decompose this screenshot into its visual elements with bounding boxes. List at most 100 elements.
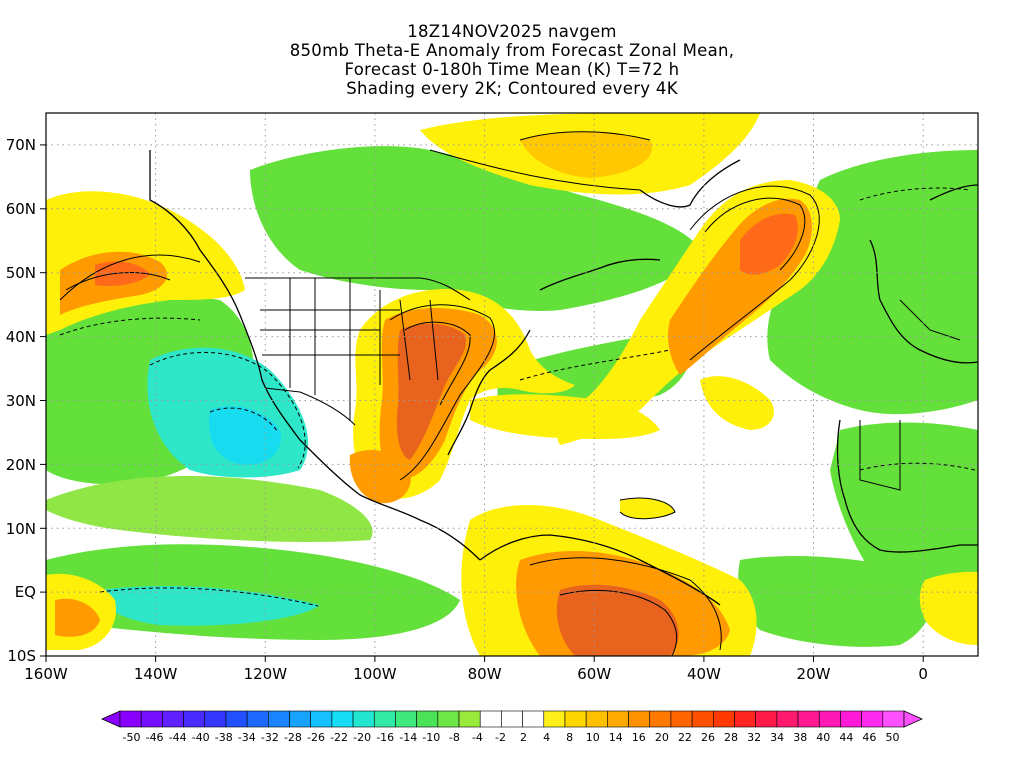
colorbar-swatch — [395, 710, 417, 728]
colorbar-swatch — [416, 710, 439, 728]
negative-contour-line — [859, 462, 976, 471]
coastline — [539, 258, 661, 291]
lon-tick-label: 100W — [353, 665, 397, 683]
arctic-canada-green-region — [250, 146, 700, 311]
lon-axis: 160W 140W 120W 100W 80W 60W 40W 20W 0 — [24, 656, 928, 683]
colorbar-tick-label: -4 — [472, 731, 483, 744]
lat-tick-label: 30N — [6, 392, 36, 410]
colorbar-swatch — [458, 710, 481, 728]
country-border — [899, 299, 961, 341]
colorbar-tick-label: -44 — [169, 731, 187, 744]
colorbar-tick-label: 22 — [678, 731, 692, 744]
lon-tick-label: 40W — [687, 665, 721, 683]
contour-line — [704, 197, 806, 271]
colorbar-swatch — [861, 710, 884, 728]
lat-tick-label: 10S — [7, 647, 36, 665]
state-border — [429, 299, 439, 381]
colorbar-tick-label: -10 — [422, 731, 440, 744]
colorbar-tick-label: -28 — [284, 731, 302, 744]
colorbar-tick-label: 16 — [632, 731, 646, 744]
lon-tick-label: 0 — [918, 665, 928, 683]
colorbar-tick-label: 34 — [770, 731, 784, 744]
colorbar-tick-label: 2 — [520, 731, 527, 744]
colorbar-swatch — [840, 710, 862, 728]
contour-line — [389, 304, 496, 481]
colorbar-swatch — [225, 710, 248, 728]
eastern-us-deep-orange-core — [396, 323, 466, 460]
title-line-2: 850mb Theta-E Anomaly from Forecast Zona… — [289, 41, 735, 60]
coastline — [479, 534, 721, 606]
colorbar-swatch — [501, 710, 523, 728]
alaska-gulf-deep-orange-core — [95, 261, 150, 286]
west-pacific-orange-patch — [55, 598, 100, 637]
colorbar-tick-label: -40 — [192, 731, 210, 744]
east-pacific-green-band — [46, 476, 373, 542]
lon-tick-label: 160W — [24, 665, 68, 683]
map-title: 18Z14NOV2025 navgem 850mb Theta-E Anomal… — [0, 22, 1024, 98]
coastline — [869, 239, 978, 364]
colorbar-tick-label: -50 — [123, 731, 141, 744]
lat-tick-label: 40N — [6, 328, 36, 346]
contour-line — [59, 254, 201, 301]
colorbar-tick-label: -16 — [376, 731, 394, 744]
colorbar-tick-label: 26 — [701, 731, 715, 744]
negative-contour-line — [149, 351, 306, 469]
country-border — [859, 420, 901, 491]
colorbar-tick-label: 4 — [543, 731, 550, 744]
colorbar-swatch — [140, 710, 163, 728]
colorbar-swatch — [755, 710, 778, 728]
colorbar-tick-label: -32 — [261, 731, 279, 744]
lat-tick-label: 10N — [6, 520, 36, 538]
coastline — [639, 159, 741, 208]
colorbar-swatch — [649, 710, 672, 728]
colorbar-swatch — [797, 710, 820, 728]
contour-line — [519, 131, 651, 141]
negative-contour-line — [99, 587, 319, 607]
lon-tick-label: 80W — [468, 665, 502, 683]
negative-contour-line — [519, 349, 671, 381]
us-canada-border — [245, 277, 471, 301]
colorbar-swatch — [289, 710, 312, 728]
lon-tick-label: 60W — [577, 665, 611, 683]
colorbar-tick-label: -26 — [307, 731, 325, 744]
colorbar-tick-label: 44 — [839, 731, 853, 744]
colorbar-swatch — [607, 710, 629, 728]
negative-contour-line — [59, 317, 201, 336]
mid-atlantic-warm-tongue — [700, 376, 774, 430]
contour-line — [529, 557, 722, 651]
colorbar-tick-label: 50 — [885, 731, 899, 744]
contour-lines — [59, 131, 820, 656]
map-gridlines — [46, 113, 978, 656]
colorbar-tick-label: 8 — [566, 731, 573, 744]
contour-line — [559, 589, 678, 656]
colorbar-tick-label: -34 — [238, 731, 256, 744]
colorbar-swatch — [818, 710, 841, 728]
colorbar-swatch — [522, 710, 545, 728]
colorbar-swatch — [119, 710, 142, 728]
lon-tick-label: 20W — [797, 665, 831, 683]
lat-axis: 70N 60N 50N 40N 30N 20N 10N EQ 10S — [6, 136, 46, 665]
south-pacific-cyan-band — [99, 585, 320, 626]
colorbar-tick-label: -14 — [399, 731, 417, 744]
coastline — [447, 329, 531, 456]
colorbar-swatch — [882, 710, 905, 728]
colorbar-swatch — [585, 710, 608, 728]
colorbar-swatch — [712, 710, 735, 728]
colorbar-swatch — [352, 710, 375, 728]
colorbar: -50 -46 -44 -40 -38 -34 -32 -28 -26 -22 -20 -16 -14-… — [101, 710, 923, 744]
south-atlantic-green-region — [738, 555, 934, 647]
colorbar-swatch — [776, 710, 799, 728]
colorbar-low-end-triangle — [101, 710, 121, 728]
negative-contour-lines — [59, 187, 976, 607]
map-frame — [45, 112, 979, 657]
colorbar-swatch — [204, 710, 227, 728]
gulf-of-mexico-warm-tongue — [349, 450, 411, 504]
colorbar-swatch — [268, 710, 290, 728]
lat-tick-label: 20N — [6, 456, 36, 474]
colorbar-tick-label: 38 — [793, 731, 807, 744]
political-borders — [245, 277, 961, 491]
east-pacific-deep-cyan-core — [209, 406, 281, 465]
coastline — [836, 419, 978, 553]
colorbar-swatch — [246, 710, 269, 728]
west-africa-warm-patch — [620, 498, 675, 519]
